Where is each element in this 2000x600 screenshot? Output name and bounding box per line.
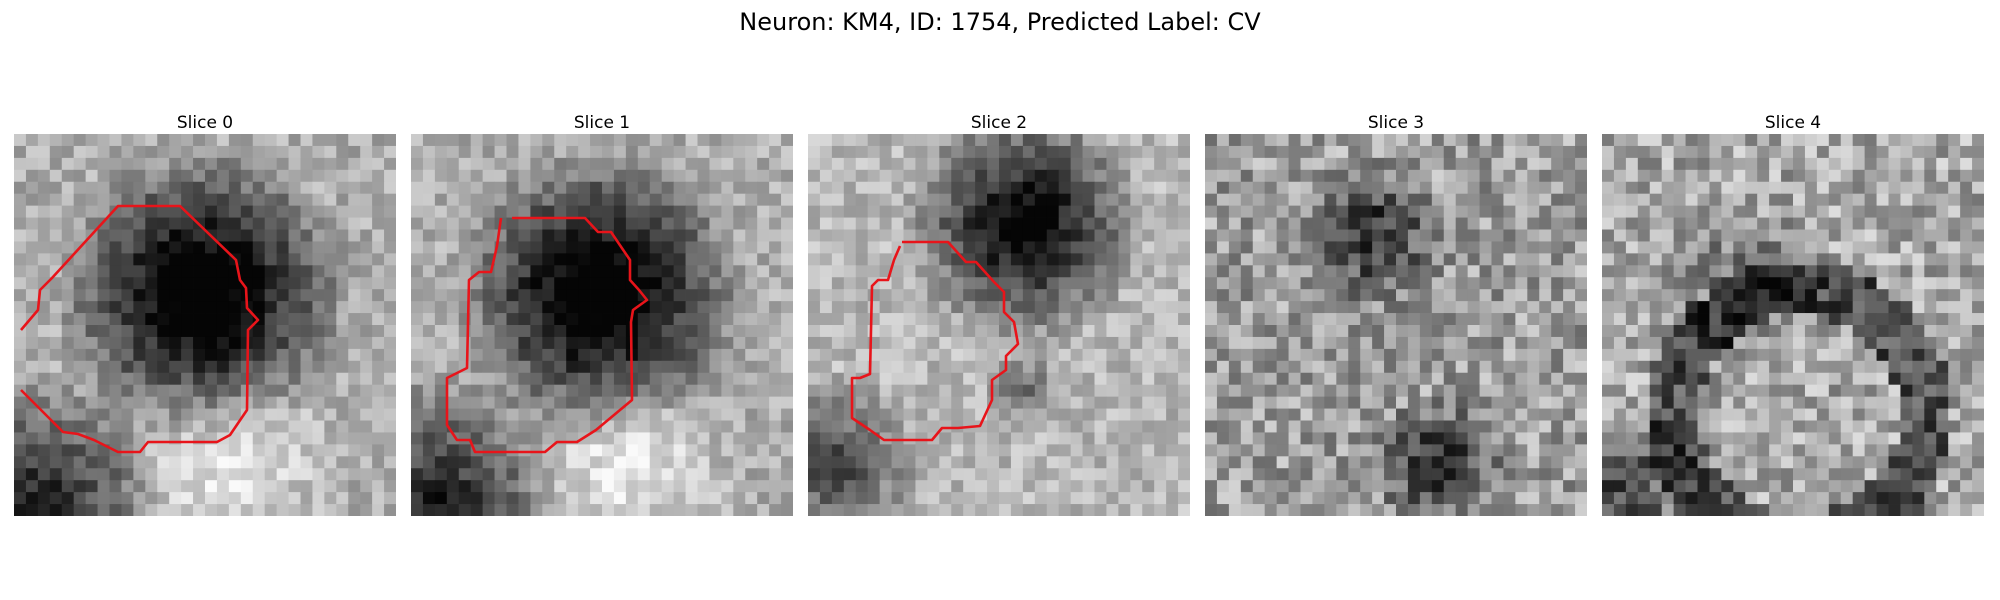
- slice-panel: Slice 0: [14, 112, 396, 516]
- slice-panel: Slice 2: [808, 112, 1190, 516]
- slice-image: [808, 134, 1190, 516]
- cell-outline: [20, 204, 260, 454]
- slice-panel: Slice 3: [1205, 112, 1587, 516]
- slice-image: [1602, 134, 1984, 516]
- slice-image: [411, 134, 793, 516]
- cell-outline: [445, 216, 649, 454]
- slice-image: [14, 134, 396, 516]
- slice-title: Slice 2: [970, 113, 1028, 133]
- slice-panel: Slice 1: [411, 112, 793, 516]
- slice-image: [1205, 134, 1587, 516]
- slice-title: Slice 0: [176, 113, 234, 133]
- slice-title: Slice 1: [573, 113, 631, 133]
- slice-panel: Slice 4: [1602, 112, 1984, 516]
- slice-title: Slice 4: [1764, 113, 1822, 133]
- slice-title: Slice 3: [1367, 113, 1425, 133]
- figure-title: Neuron: KM4, ID: 1754, Predicted Label: …: [739, 8, 1261, 36]
- cell-outline: [850, 240, 1020, 442]
